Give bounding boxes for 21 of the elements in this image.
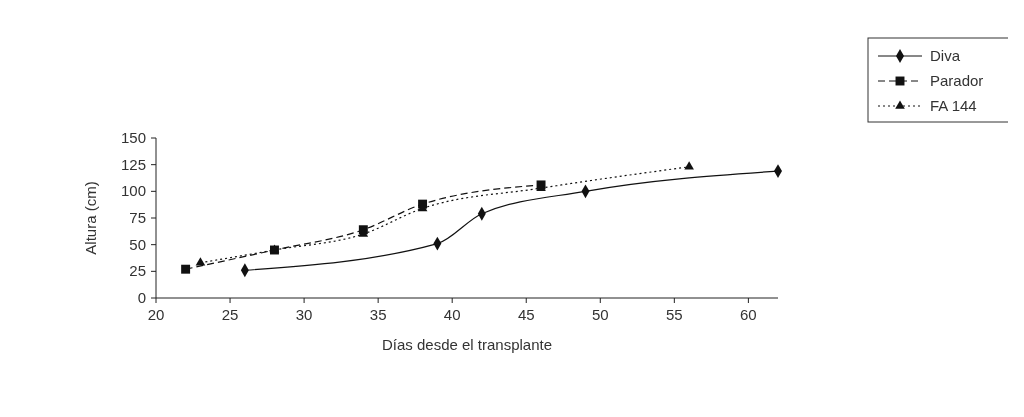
- y-tick-label: 0: [137, 289, 146, 306]
- legend-label: Parador: [930, 72, 984, 89]
- x-tick-label: 55: [665, 306, 683, 323]
- y-tick-label: 100: [120, 182, 146, 200]
- x-tick-label: 25: [221, 306, 239, 323]
- legend-label: Diva: [930, 47, 961, 64]
- y-tick-label: 125: [120, 155, 146, 173]
- x-tick-label: 35: [369, 306, 387, 323]
- y-tick-label: 25: [129, 262, 146, 280]
- y-tick-label: 75: [129, 209, 146, 226]
- legend-label: FA 144: [930, 97, 977, 114]
- x-tick-label: 45: [517, 306, 535, 323]
- x-tick-label: 20: [147, 306, 165, 323]
- x-tick-label: 30: [295, 306, 313, 323]
- x-tick-label: 40: [443, 306, 461, 323]
- x-tick-label: 60: [740, 306, 757, 323]
- y-tick-label: 50: [129, 235, 146, 253]
- y-axis-title: Altura (cm): [82, 181, 99, 255]
- x-axis-title: Días desde el transplante: [381, 336, 553, 353]
- x-tick-label: 50: [591, 306, 609, 323]
- y-tick-label: 150: [120, 129, 146, 146]
